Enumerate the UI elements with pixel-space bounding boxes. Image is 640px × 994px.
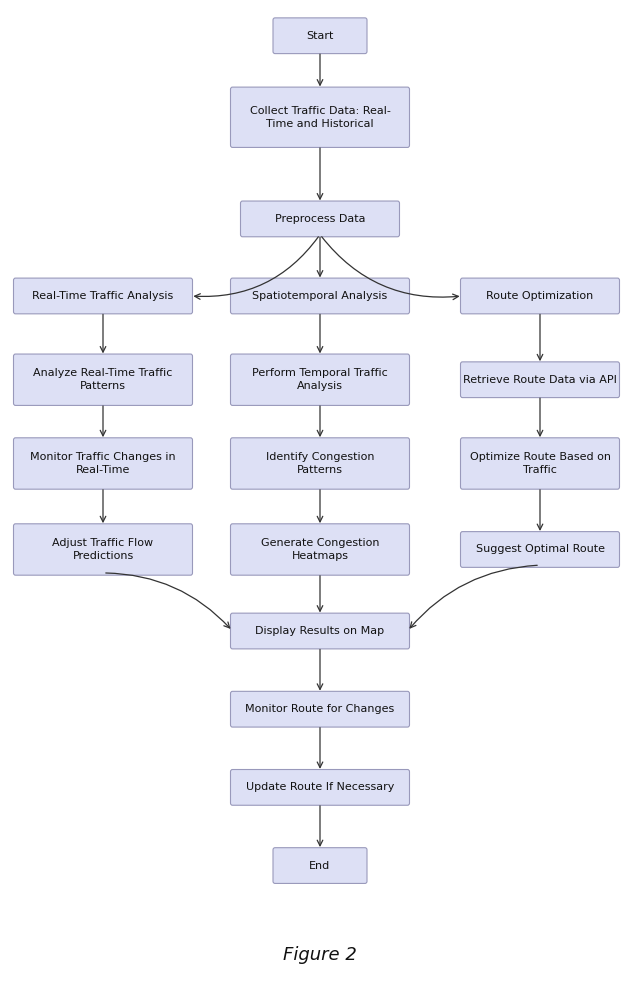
FancyBboxPatch shape	[461, 278, 620, 314]
Text: Analyze Real-Time Traffic
Patterns: Analyze Real-Time Traffic Patterns	[33, 368, 173, 392]
FancyBboxPatch shape	[13, 278, 193, 314]
FancyBboxPatch shape	[461, 437, 620, 489]
Text: Adjust Traffic Flow
Predictions: Adjust Traffic Flow Predictions	[52, 538, 154, 561]
Text: Perform Temporal Traffic
Analysis: Perform Temporal Traffic Analysis	[252, 368, 388, 392]
FancyBboxPatch shape	[461, 362, 620, 398]
FancyBboxPatch shape	[241, 201, 399, 237]
Text: End: End	[309, 861, 331, 871]
FancyBboxPatch shape	[230, 613, 410, 649]
Text: Collect Traffic Data: Real-
Time and Historical: Collect Traffic Data: Real- Time and His…	[250, 105, 390, 129]
Text: Figure 2: Figure 2	[283, 946, 357, 964]
Text: Optimize Route Based on
Traffic: Optimize Route Based on Traffic	[470, 452, 611, 475]
Text: Suggest Optimal Route: Suggest Optimal Route	[476, 545, 605, 555]
Text: Route Optimization: Route Optimization	[486, 291, 594, 301]
FancyBboxPatch shape	[230, 278, 410, 314]
FancyBboxPatch shape	[273, 18, 367, 54]
FancyBboxPatch shape	[13, 354, 193, 406]
FancyBboxPatch shape	[230, 437, 410, 489]
Text: Retrieve Route Data via API: Retrieve Route Data via API	[463, 375, 617, 385]
Text: Start: Start	[307, 31, 333, 41]
FancyBboxPatch shape	[230, 354, 410, 406]
FancyBboxPatch shape	[273, 848, 367, 884]
Text: Identify Congestion
Patterns: Identify Congestion Patterns	[266, 452, 374, 475]
FancyBboxPatch shape	[230, 692, 410, 727]
FancyBboxPatch shape	[461, 532, 620, 568]
FancyBboxPatch shape	[230, 87, 410, 147]
Text: Spatiotemporal Analysis: Spatiotemporal Analysis	[252, 291, 388, 301]
Text: Real-Time Traffic Analysis: Real-Time Traffic Analysis	[33, 291, 173, 301]
Text: Update Route If Necessary: Update Route If Necessary	[246, 782, 394, 792]
Text: Display Results on Map: Display Results on Map	[255, 626, 385, 636]
FancyBboxPatch shape	[230, 524, 410, 576]
FancyBboxPatch shape	[230, 769, 410, 805]
FancyBboxPatch shape	[13, 437, 193, 489]
Text: Preprocess Data: Preprocess Data	[275, 214, 365, 224]
Text: Monitor Traffic Changes in
Real-Time: Monitor Traffic Changes in Real-Time	[30, 452, 176, 475]
Text: Monitor Route for Changes: Monitor Route for Changes	[245, 704, 395, 715]
Text: Generate Congestion
Heatmaps: Generate Congestion Heatmaps	[260, 538, 380, 561]
FancyBboxPatch shape	[13, 524, 193, 576]
